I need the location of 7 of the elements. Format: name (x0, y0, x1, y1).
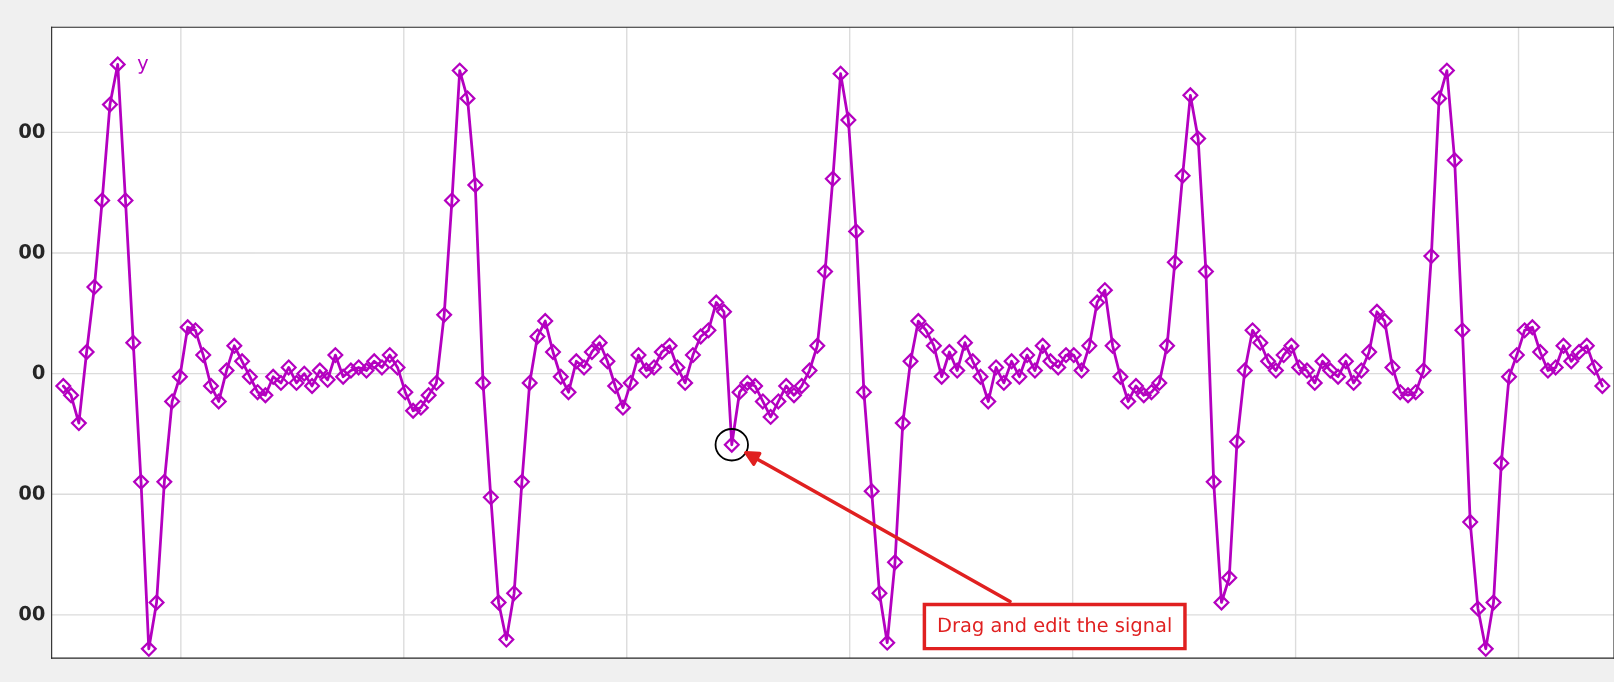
series-label: y (137, 59, 149, 74)
text: 00 (19, 243, 45, 259)
annotation: Drag and edit the signal (938, 617, 1171, 636)
text: 0 (32, 364, 45, 380)
text: 00 (19, 605, 45, 621)
text: 00 (19, 485, 45, 500)
text: 00 (19, 123, 45, 139)
